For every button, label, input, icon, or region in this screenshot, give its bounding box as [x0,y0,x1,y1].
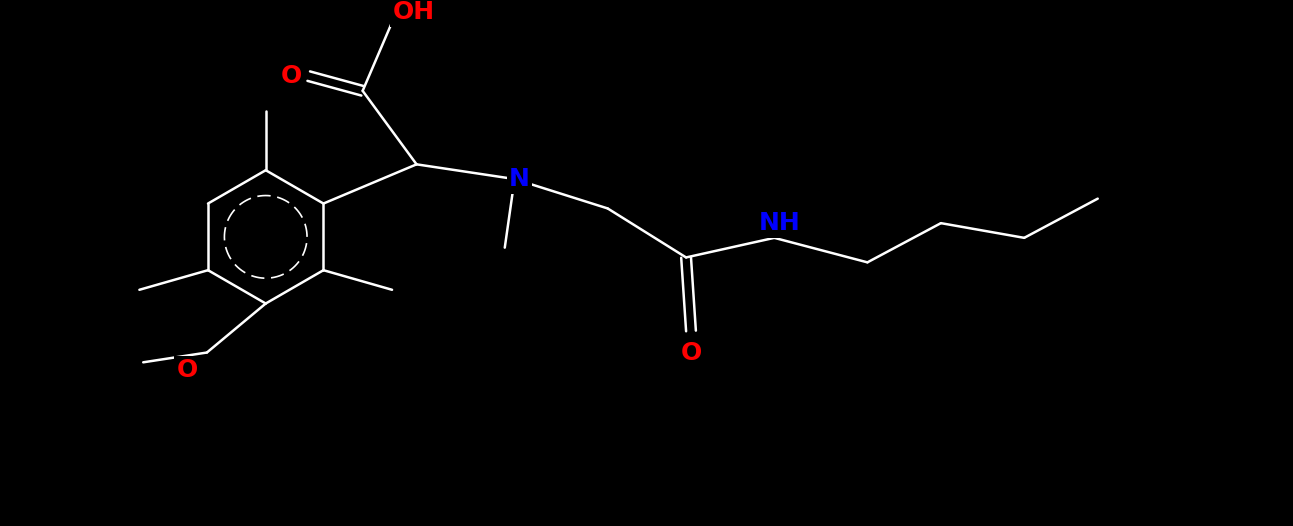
Text: NH: NH [758,211,800,235]
Text: O: O [281,64,301,88]
Text: N: N [509,167,530,191]
Text: O: O [680,340,702,365]
Text: O: O [177,358,198,382]
Text: OH: OH [393,1,434,24]
